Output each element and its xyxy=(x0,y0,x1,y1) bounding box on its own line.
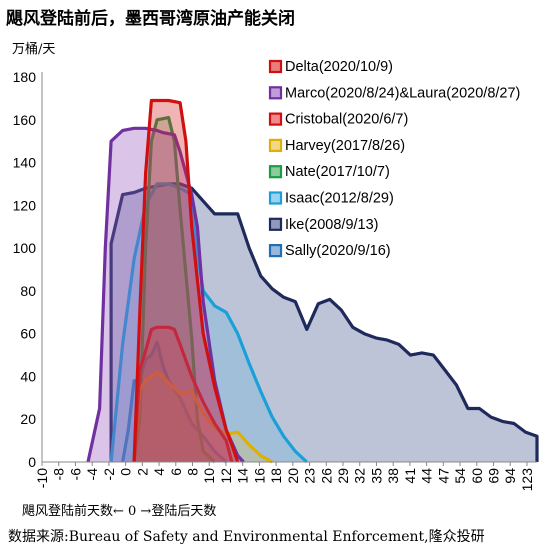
x-tick-label: 26 xyxy=(318,468,334,484)
x-tick-label: -8 xyxy=(51,468,67,481)
line-nate-2017-10-7 xyxy=(132,115,216,464)
y-tick-label: 120 xyxy=(13,197,37,213)
line-delta-2020-10-9 xyxy=(132,98,240,463)
x-tick-label: 35 xyxy=(368,468,384,484)
x-tick-label: 29 xyxy=(335,468,351,484)
x-tick-label: 60 xyxy=(469,468,485,484)
legend-label: Isaac(2012/8/29) xyxy=(285,191,394,207)
legend-label: Ike(2008/9/13) xyxy=(285,217,379,233)
legend-swatch xyxy=(268,191,283,205)
x-tick-label: 12 xyxy=(218,468,234,484)
x-tick-label: 41 xyxy=(402,468,418,484)
x-tick-label: 8 xyxy=(185,468,201,476)
x-tick-label: -10 xyxy=(34,468,50,488)
y-tick-label: 140 xyxy=(13,155,37,171)
legend-label: Harvey(2017/8/26) xyxy=(285,138,405,154)
legend-swatch xyxy=(268,165,283,179)
x-axis-caption: 飓风登陆前天数← 0 →登陆后天数 xyxy=(22,504,217,519)
area-cristobal-2020-6-7 xyxy=(134,327,232,462)
legend-swatch xyxy=(268,86,283,100)
legend-label: Cristobal(2020/6/7) xyxy=(285,112,408,128)
area-delta-2020-10-9 xyxy=(134,100,238,462)
area-harvey-2017-8-26 xyxy=(134,372,273,462)
x-tick-label: 18 xyxy=(268,468,284,484)
x-tick-label: 20 xyxy=(285,468,301,484)
x-tick-label: -4 xyxy=(84,468,100,481)
line-ike-2008-9-13 xyxy=(109,182,539,462)
y-tick-label: 160 xyxy=(13,112,37,128)
area-sally-2020-9-16 xyxy=(122,342,227,462)
x-tick-label: 2 xyxy=(134,468,150,476)
legend-swatch xyxy=(268,138,283,152)
y-tick-label: 180 xyxy=(13,69,37,85)
x-tick-label: 54 xyxy=(452,468,468,484)
x-tick-label: 32 xyxy=(352,468,368,484)
legend-label: Delta(2020/10/9) xyxy=(285,59,393,75)
x-tick-label: 47 xyxy=(435,468,451,484)
x-tick-label: 23 xyxy=(302,468,318,484)
line-harvey-2017-8-26 xyxy=(132,370,273,464)
y-unit-label: 万桶/天 xyxy=(12,42,56,57)
x-tick-label: 69 xyxy=(486,468,502,484)
y-tick-label: 60 xyxy=(20,326,36,342)
legend-swatch xyxy=(268,244,283,258)
x-tick-label: 94 xyxy=(502,468,518,484)
x-tick-label: 123 xyxy=(519,468,535,492)
area-isaac-2012-8-29 xyxy=(111,183,307,462)
legend-swatch xyxy=(268,59,283,74)
x-tick-label: 6 xyxy=(168,468,184,476)
x-tick-label: 0 xyxy=(118,468,134,476)
x-tick-label: 16 xyxy=(251,468,267,484)
chart-title: 飓风登陆前后，墨西哥湾原油产能关闭 xyxy=(6,9,295,29)
legend-label: Sally(2020/9/16) xyxy=(285,243,391,259)
x-tick-label: -2 xyxy=(101,468,117,481)
y-tick-label: 100 xyxy=(13,240,37,256)
series-areas xyxy=(86,98,539,464)
line-cristobal-2020-6-7 xyxy=(132,325,234,463)
legend-swatch xyxy=(268,112,283,126)
y-tick-label: 20 xyxy=(20,411,36,427)
x-tick-label: 44 xyxy=(419,468,435,484)
source-note: 数据来源:Bureau of Safety and Environmental … xyxy=(8,529,485,545)
legend-label: Marco(2020/8/24)&Laura(2020/8/27) xyxy=(285,85,520,101)
legend-label: Nate(2017/10/7) xyxy=(285,164,390,180)
x-tick-label: 10 xyxy=(201,468,217,484)
legend-swatch xyxy=(268,217,283,231)
area-marco-2020-8-24-laura-2020-8-27 xyxy=(88,128,244,463)
x-tick-label: 4 xyxy=(151,468,167,476)
y-tick-label: 80 xyxy=(20,283,36,299)
x-tick-label: 38 xyxy=(385,468,401,484)
legend: Delta(2020/10/9) Marco(2020/8/24)&Laura(2… xyxy=(268,59,520,259)
y-tick-label: 40 xyxy=(20,368,36,384)
y-tick-label: 0 xyxy=(28,454,36,470)
x-tick-label: -6 xyxy=(67,468,83,481)
x-tick-label: 14 xyxy=(235,468,251,484)
